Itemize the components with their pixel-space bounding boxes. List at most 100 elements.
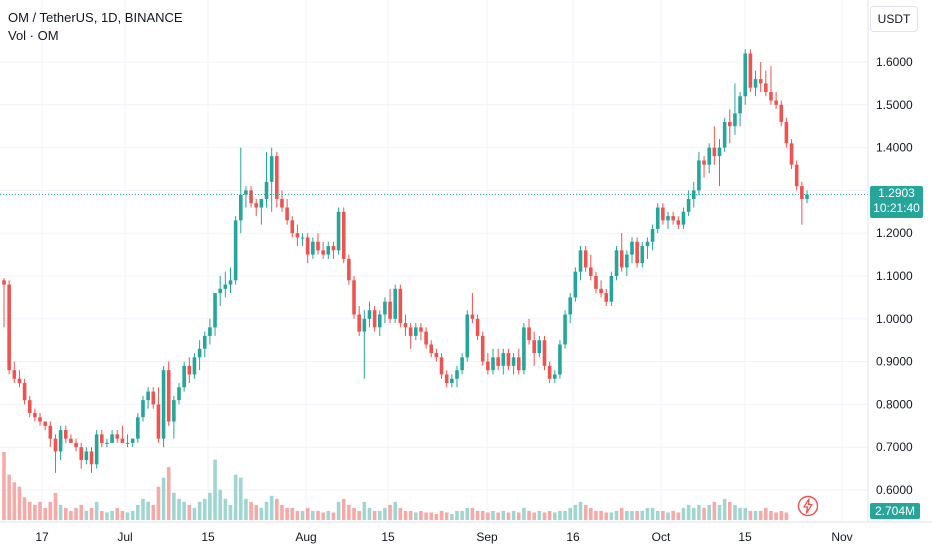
candle-body <box>727 121 732 127</box>
y-tick-label: 1.1000 <box>876 269 913 283</box>
candlestick-series <box>2 49 809 473</box>
last-volume-label: 2.704M <box>870 503 920 519</box>
volume-bar <box>671 510 675 520</box>
candle-body <box>403 323 408 328</box>
volume-bar <box>712 501 717 520</box>
volume-bar <box>285 507 289 520</box>
volume-bar <box>532 512 536 520</box>
volume-bar <box>465 507 470 520</box>
candle-body <box>789 143 794 165</box>
candle-body <box>800 186 804 199</box>
volume-bar <box>74 507 78 520</box>
volume-bar <box>429 512 434 520</box>
volume-bar <box>136 504 140 520</box>
candle-body <box>12 370 17 379</box>
candle-body <box>94 434 99 465</box>
candle-body <box>336 211 341 251</box>
volume-bar <box>38 501 42 520</box>
volume-bar <box>558 510 562 520</box>
volume-bar <box>537 510 542 520</box>
chart-grid <box>0 0 868 522</box>
price-axis[interactable]: 1.60001.50001.40001.30001.20001.10001.00… <box>867 0 913 522</box>
candle-body <box>424 331 428 345</box>
candle-body <box>764 83 768 92</box>
volume-bar <box>166 467 171 520</box>
candle-body <box>609 276 614 302</box>
volume-bar <box>7 474 11 520</box>
candle-body <box>130 438 135 443</box>
volume-bar <box>676 512 681 520</box>
volume-bar <box>784 512 789 520</box>
volume-bar <box>434 513 439 520</box>
volume-bar <box>661 510 665 520</box>
volume-bar <box>151 504 156 520</box>
volume-bar <box>295 510 300 520</box>
volume-bar <box>305 507 310 520</box>
candle-body <box>233 220 238 281</box>
candle-body <box>702 160 706 165</box>
candle-body <box>316 241 320 251</box>
candle-body <box>717 147 722 157</box>
volume-bar <box>259 507 264 520</box>
volume-bar <box>522 507 526 520</box>
flash-icon[interactable] <box>797 495 819 517</box>
candle-body <box>707 147 712 165</box>
candle-body <box>666 216 670 221</box>
candle-body <box>7 284 11 371</box>
candle-body <box>511 357 516 366</box>
volume-bar <box>208 492 212 520</box>
candle-body <box>748 53 753 88</box>
volume-bar <box>280 504 284 520</box>
candle-body <box>794 164 799 187</box>
volume-bar <box>141 498 145 520</box>
candle-body <box>58 430 63 452</box>
volume-bar <box>733 504 737 520</box>
candle-body <box>161 370 166 439</box>
volume-bar <box>120 510 125 520</box>
candle-body <box>573 271 578 298</box>
candle-body <box>583 250 588 268</box>
volume-bar <box>187 504 192 520</box>
time-axis[interactable]: 17 Jul 15 Aug 15 Sep 16 Oct 15 Nov <box>0 521 932 544</box>
candle-body <box>115 434 120 439</box>
candle-body <box>331 246 336 251</box>
candle-body <box>321 250 325 255</box>
candle-body <box>197 348 202 358</box>
volume-bar <box>645 507 650 520</box>
bar-countdown: 10:21:40 <box>873 201 920 215</box>
volume-legend[interactable]: Vol · OM <box>8 28 59 43</box>
candle-body <box>33 412 37 418</box>
candle-body <box>367 310 372 319</box>
candle-body <box>650 228 655 242</box>
candle-body <box>542 340 547 366</box>
volume-bar <box>697 504 701 520</box>
candle-body <box>151 391 156 405</box>
volume-bar <box>398 507 403 520</box>
x-tick-label: 16 <box>566 530 580 544</box>
volume-bar <box>2 452 6 520</box>
candle-body <box>305 237 310 255</box>
volume-bar <box>666 512 670 520</box>
volume-bar <box>362 501 367 520</box>
symbol-title[interactable]: OM / TetherUS, 1D, BINANCE <box>8 10 183 25</box>
volume-bar <box>655 510 660 520</box>
candle-body <box>362 318 367 332</box>
volume-bar <box>110 510 114 520</box>
volume-bar <box>63 507 68 520</box>
volume-bar <box>275 498 279 520</box>
candle-body <box>460 357 464 371</box>
candle-body <box>249 190 253 204</box>
currency-scale-button[interactable]: USDT <box>870 6 918 32</box>
candle-body <box>208 327 212 336</box>
volume-bar <box>748 510 753 520</box>
volume-bar <box>347 504 351 520</box>
candle-body <box>393 288 398 319</box>
candle-body <box>758 79 763 84</box>
candle-body <box>661 207 665 221</box>
volume-bar <box>738 507 742 520</box>
volume-bar <box>249 501 253 520</box>
volume-bar <box>79 504 84 520</box>
volume-bar <box>573 504 578 520</box>
candle-body <box>22 383 27 401</box>
